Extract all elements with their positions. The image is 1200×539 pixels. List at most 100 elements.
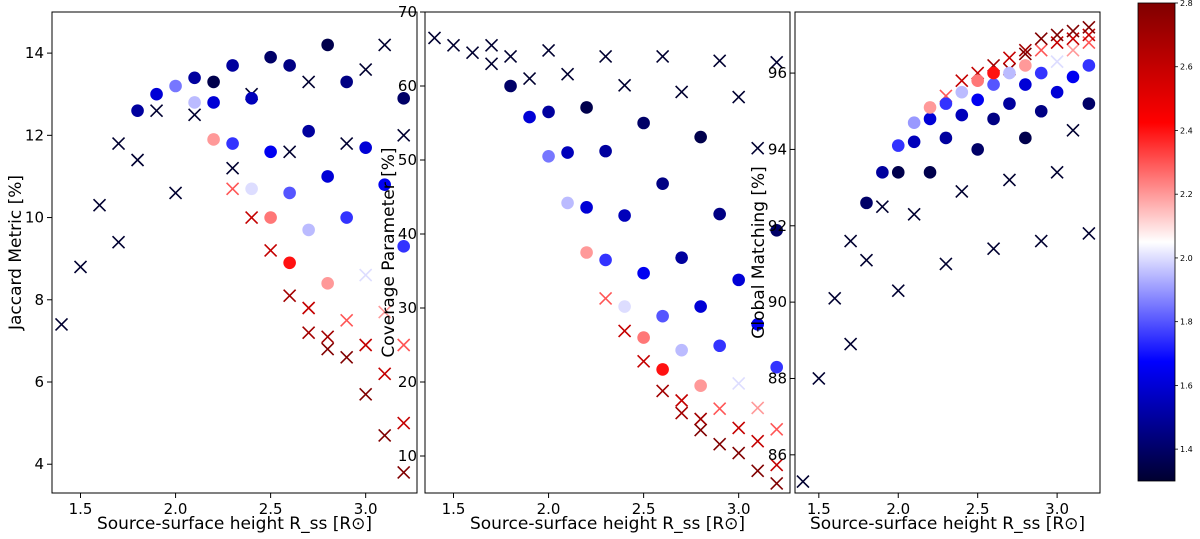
data-point — [169, 79, 182, 93]
data-point-cross — [599, 291, 613, 305]
data-point-cross — [1082, 20, 1096, 34]
data-point — [939, 131, 953, 145]
data-point — [694, 300, 707, 313]
data-point — [1066, 70, 1080, 84]
data-point — [283, 59, 296, 72]
data-point — [923, 101, 937, 114]
data-point-cross — [427, 31, 442, 45]
data-point-cross — [751, 401, 765, 415]
data-point-cross — [321, 330, 335, 344]
data-point-cross — [359, 268, 373, 282]
data-point-cross — [1018, 47, 1032, 61]
data-point-cross — [561, 67, 575, 81]
data-point — [713, 339, 726, 353]
x-tick-label: 1.5 — [807, 500, 831, 518]
data-point — [188, 71, 201, 85]
data-point-cross — [397, 465, 411, 480]
data-point-cross — [226, 182, 240, 196]
data-point — [302, 124, 315, 138]
data-point — [732, 273, 745, 287]
data-point — [987, 112, 1000, 126]
data-point — [907, 116, 921, 130]
data-point — [675, 251, 688, 264]
data-point-cross — [656, 49, 670, 63]
data-point-cross — [694, 423, 708, 437]
data-point — [1050, 85, 1064, 99]
y-tick-label: 30 — [398, 299, 417, 317]
data-point-cross — [599, 49, 613, 63]
data-point-cross — [1050, 55, 1064, 69]
data-point — [618, 300, 631, 313]
data-point — [542, 150, 555, 163]
y-tick-label: 4 — [34, 455, 44, 473]
data-point — [876, 166, 889, 179]
data-point — [637, 331, 650, 344]
y-tick-label: 12 — [25, 126, 44, 144]
data-point-cross — [1034, 234, 1048, 248]
y-axis-label: Coverage Parameter [%] — [379, 147, 399, 357]
panel-3: 1.5 2.0 2.5 3.0 86 88 90 92 94 96 Source-surface h… — [749, 11, 1101, 534]
data-point — [770, 224, 783, 237]
data-point — [283, 186, 296, 200]
data-point — [618, 209, 631, 222]
data-point-cross — [656, 384, 670, 398]
x-tick-label: 2.0 — [537, 500, 561, 518]
data-point — [637, 266, 650, 280]
data-point-cross — [359, 387, 373, 401]
data-point — [656, 363, 669, 376]
data-point-cross — [770, 458, 784, 472]
axes-frame — [794, 11, 1101, 494]
data-point-cross — [397, 338, 411, 352]
data-point — [656, 177, 669, 190]
data-point-cross — [1082, 226, 1096, 240]
data-point — [580, 246, 593, 259]
data-point-cross — [907, 207, 921, 221]
data-point-cross — [844, 234, 858, 248]
data-point — [264, 211, 277, 224]
x-tick-label: 3.0 — [354, 500, 378, 518]
data-point — [891, 139, 905, 152]
data-point — [397, 240, 410, 253]
y-tick-label: 8 — [34, 291, 44, 309]
data-point — [1082, 59, 1096, 72]
x-tick-label: 3.0 — [727, 500, 751, 518]
panel-2: 1.5 2.0 2.5 3.0 10 20 30 40 50 60 70 Source-surface… — [379, 3, 791, 534]
data-point — [131, 104, 144, 117]
data-point — [561, 196, 574, 210]
y-tick-label: 40 — [398, 225, 417, 243]
data-point — [245, 182, 258, 196]
data-point-cross — [859, 253, 874, 267]
y-tick-label: 50 — [398, 151, 417, 169]
data-point-cross — [875, 200, 889, 214]
data-point — [504, 79, 517, 93]
data-point-cross — [955, 74, 969, 88]
data-point — [321, 277, 334, 290]
data-point-cross — [732, 421, 746, 435]
data-point-cross — [675, 393, 689, 408]
data-point — [599, 253, 612, 267]
data-point-cross — [283, 289, 297, 303]
data-point-cross — [812, 371, 826, 386]
data-point-cross — [1066, 43, 1080, 57]
data-point-cross — [939, 257, 953, 271]
colorbar-tick-label: 2.6 — [1180, 63, 1193, 72]
data-point-cross — [302, 301, 316, 315]
data-point-cross — [637, 354, 651, 368]
data-point — [599, 144, 612, 158]
data-point — [580, 101, 593, 114]
colorbar-tick-label: 2.4 — [1180, 126, 1193, 135]
data-point — [150, 87, 163, 101]
data-point-cross — [503, 49, 518, 63]
data-point — [340, 75, 353, 89]
data-point — [321, 170, 334, 183]
data-point — [340, 211, 353, 224]
data-point — [245, 92, 258, 105]
y-tick-label: 96 — [768, 64, 787, 82]
x-tick-label: 2.5 — [259, 500, 283, 518]
data-point — [955, 108, 969, 122]
data-point-cross — [378, 305, 392, 319]
data-point — [264, 145, 277, 159]
y-tick-label: 60 — [398, 77, 417, 95]
data-point — [907, 135, 921, 149]
data-point-cross — [796, 474, 810, 489]
